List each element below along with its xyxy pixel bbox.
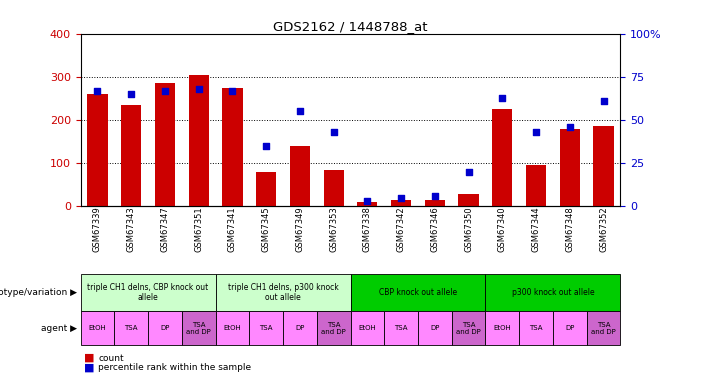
Text: GSM67339: GSM67339	[93, 206, 102, 252]
Text: GSM67342: GSM67342	[397, 206, 406, 252]
Bar	[358, 202, 378, 206]
Bar	[451, 311, 485, 345]
Text: genotype/variation ▶: genotype/variation ▶	[0, 288, 77, 297]
Text: TSA
and DP: TSA and DP	[591, 322, 616, 334]
Bar	[81, 274, 216, 311]
Text: GSM67338: GSM67338	[363, 206, 372, 252]
Bar	[384, 311, 418, 345]
Text: TSA
and DP: TSA and DP	[321, 322, 346, 334]
Bar	[88, 94, 108, 206]
Text: GSM67348: GSM67348	[565, 206, 574, 252]
Text: percentile rank within the sample: percentile rank within the sample	[98, 363, 251, 372]
Point	[125, 91, 137, 97]
Bar	[81, 311, 114, 345]
Title: GDS2162 / 1448788_at: GDS2162 / 1448788_at	[273, 20, 428, 33]
Text: DP: DP	[161, 325, 170, 331]
Text: GSM67345: GSM67345	[261, 206, 271, 252]
Text: TSA: TSA	[529, 325, 543, 331]
Text: triple CH1 delns, CBP knock out
allele: triple CH1 delns, CBP knock out allele	[88, 283, 209, 302]
Bar	[189, 75, 209, 206]
Text: DP: DP	[430, 325, 440, 331]
Point	[429, 193, 440, 199]
Point	[227, 88, 238, 94]
Text: p300 knock out allele: p300 knock out allele	[512, 288, 594, 297]
Point	[328, 129, 339, 135]
Text: GSM67341: GSM67341	[228, 206, 237, 252]
Bar	[485, 311, 519, 345]
Text: TSA: TSA	[395, 325, 408, 331]
Bar	[350, 274, 485, 311]
Text: DP: DP	[295, 325, 304, 331]
Bar	[155, 83, 175, 206]
Text: GSM67346: GSM67346	[430, 206, 440, 252]
Bar	[458, 194, 479, 206]
Text: TSA: TSA	[259, 325, 273, 331]
Text: GSM67340: GSM67340	[498, 206, 507, 252]
Bar	[182, 311, 216, 345]
Bar	[391, 200, 411, 206]
Point	[261, 143, 272, 149]
Bar	[418, 311, 451, 345]
Text: GSM67347: GSM67347	[161, 206, 170, 252]
Bar	[519, 311, 553, 345]
Point	[531, 129, 542, 135]
Bar	[114, 311, 148, 345]
Text: GSM67344: GSM67344	[531, 206, 540, 252]
Bar	[250, 311, 283, 345]
Bar	[559, 129, 580, 206]
Text: TSA
and DP: TSA and DP	[186, 322, 211, 334]
Text: GSM67349: GSM67349	[295, 206, 304, 252]
Bar	[425, 200, 445, 206]
Bar	[526, 165, 546, 206]
Point	[193, 86, 204, 92]
Point	[497, 94, 508, 100]
Bar	[216, 274, 350, 311]
Text: EtOH: EtOH	[224, 325, 241, 331]
Text: EtOH: EtOH	[494, 325, 511, 331]
Bar	[492, 109, 512, 206]
Text: triple CH1 delns, p300 knock
out allele: triple CH1 delns, p300 knock out allele	[228, 283, 339, 302]
Point	[362, 198, 373, 204]
Text: GSM67343: GSM67343	[127, 206, 136, 252]
Text: DP: DP	[565, 325, 574, 331]
Bar	[593, 126, 613, 206]
Text: TSA: TSA	[125, 325, 138, 331]
Bar	[121, 105, 142, 206]
Point	[395, 195, 407, 201]
Text: CBP knock out allele: CBP knock out allele	[379, 288, 457, 297]
Bar	[317, 311, 350, 345]
Text: ■: ■	[84, 353, 95, 363]
Bar	[485, 274, 620, 311]
Point	[159, 88, 170, 94]
Point	[598, 98, 609, 104]
Point	[294, 108, 306, 114]
Text: GSM67353: GSM67353	[329, 206, 338, 252]
Point	[564, 124, 576, 130]
Bar	[553, 311, 587, 345]
Text: EtOH: EtOH	[88, 325, 107, 331]
Text: count: count	[98, 354, 124, 363]
Bar	[222, 88, 243, 206]
Text: ■: ■	[84, 363, 95, 372]
Text: TSA
and DP: TSA and DP	[456, 322, 481, 334]
Point	[463, 169, 474, 175]
Text: agent ▶: agent ▶	[41, 324, 77, 333]
Text: GSM67352: GSM67352	[599, 206, 608, 252]
Bar	[350, 311, 384, 345]
Bar	[283, 311, 317, 345]
Text: EtOH: EtOH	[358, 325, 376, 331]
Text: GSM67350: GSM67350	[464, 206, 473, 252]
Text: GSM67351: GSM67351	[194, 206, 203, 252]
Bar	[290, 146, 310, 206]
Bar	[216, 311, 250, 345]
Bar	[324, 170, 343, 206]
Bar	[148, 311, 182, 345]
Point	[92, 88, 103, 94]
Bar	[587, 311, 620, 345]
Bar	[256, 172, 276, 206]
